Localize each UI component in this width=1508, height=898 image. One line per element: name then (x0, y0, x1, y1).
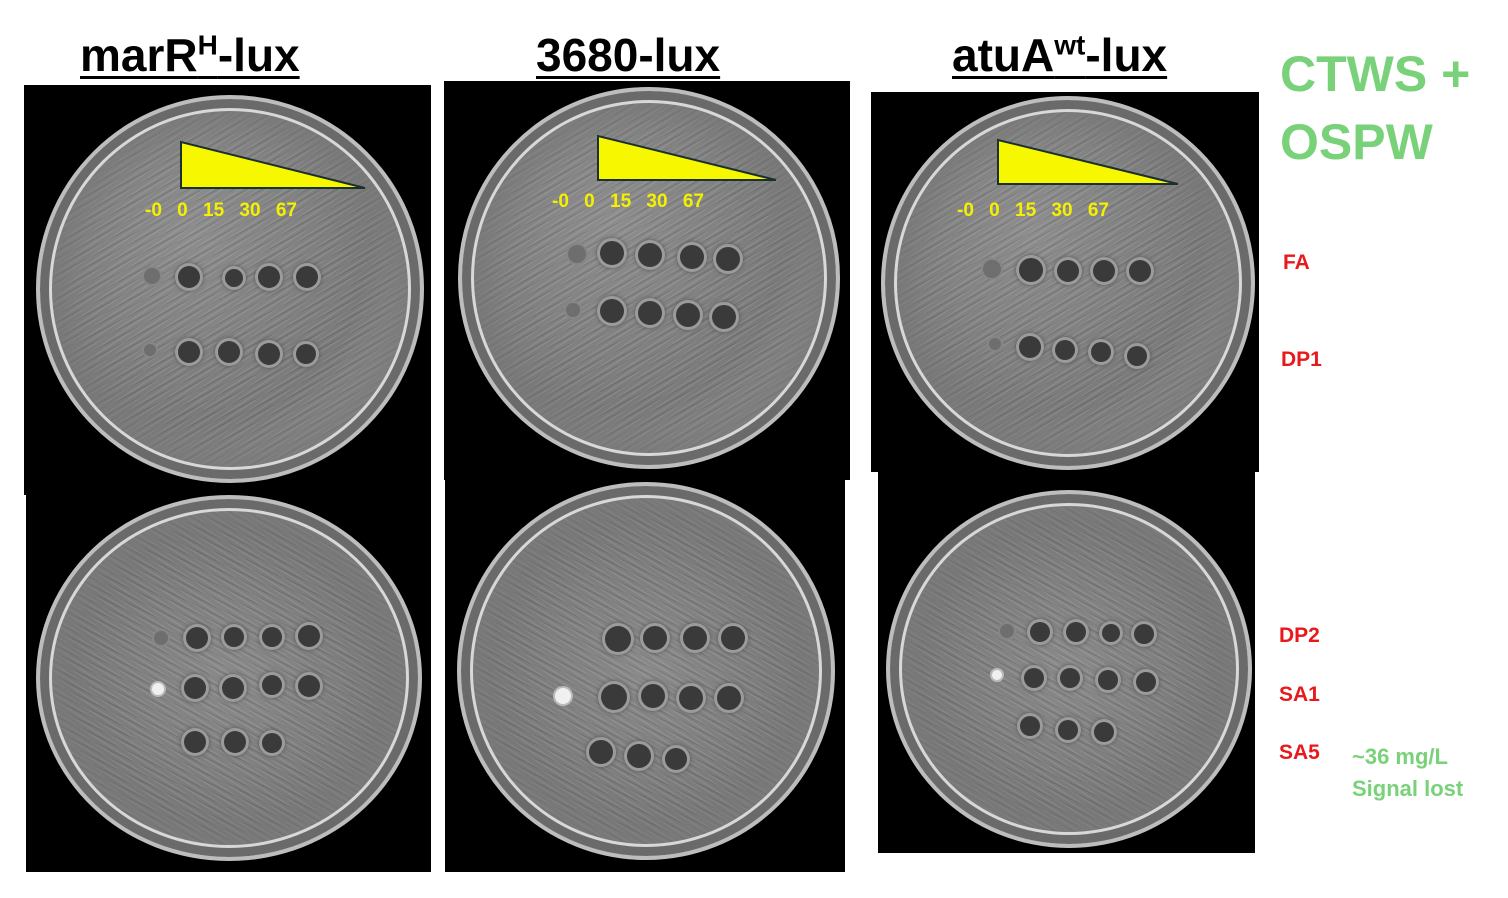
well-spot (258, 343, 280, 365)
well-spot (144, 344, 156, 356)
plate-photo-3680-bottom (445, 480, 845, 872)
well-spot (605, 626, 631, 652)
column-title-atua: atuAwt-lux (952, 29, 1168, 81)
well-spot (568, 245, 586, 263)
concentration-labels: -0 0 15 30 67 (957, 200, 1109, 221)
well-spot (1066, 622, 1086, 642)
row-label-sa1: SA1 (1279, 683, 1320, 706)
well-spot (296, 344, 316, 364)
well-spot (665, 748, 687, 770)
well-spot (154, 631, 168, 645)
well-spot (298, 625, 320, 647)
well-spot (258, 266, 280, 288)
plate-photo-marr-bottom (26, 495, 431, 872)
condition-line2: OSPW (1280, 114, 1433, 170)
well-spot (676, 303, 700, 327)
well-spot (262, 733, 282, 753)
well-spot (680, 245, 704, 269)
well-spot (566, 303, 580, 317)
well-spot (1127, 346, 1147, 366)
well-spot (1094, 722, 1114, 742)
well-spot (627, 744, 651, 768)
well-spot (186, 627, 208, 649)
well-spot (218, 341, 240, 363)
well-spot (1057, 260, 1079, 282)
well-spot (600, 241, 624, 265)
well-spot (989, 338, 1001, 350)
well-spot (716, 247, 740, 271)
note-line1: ~36 mg/L (1352, 744, 1448, 769)
well-spot (643, 626, 667, 650)
well-spot (1030, 622, 1050, 642)
petri-plate (886, 490, 1252, 848)
well-spot (641, 684, 665, 708)
well-spot (1020, 716, 1040, 736)
well-spot (178, 266, 200, 288)
well-spot (262, 675, 282, 695)
plate-photo-marr-top: -0 0 15 30 67 (24, 85, 431, 495)
well-spot (721, 626, 745, 650)
well-spot (638, 301, 662, 325)
well-spot (1093, 260, 1115, 282)
well-spot (298, 675, 320, 697)
note-line2: Signal lost (1352, 776, 1464, 801)
well-spot (144, 268, 160, 284)
row-label-dp2: DP2 (1279, 624, 1320, 647)
well-spot (589, 740, 613, 764)
column-title-marr: marRH-lux (80, 29, 300, 81)
well-spot (1058, 720, 1078, 740)
well-spot (600, 299, 624, 323)
well-spot (638, 243, 662, 267)
well-spot (679, 686, 703, 710)
well-spot (222, 677, 244, 699)
plate-photo-3680-top: -0 0 15 30 67 (444, 81, 850, 480)
well-spot (1091, 342, 1111, 362)
condition-line1: CTWS + (1280, 46, 1471, 102)
well-spot (992, 670, 1002, 680)
concentration-gradient-wedge (997, 138, 1179, 185)
well-spot (1134, 624, 1154, 644)
well-spot (1019, 336, 1041, 358)
well-spot (178, 341, 200, 363)
well-spot (601, 684, 627, 710)
well-spot (1060, 668, 1080, 688)
well-spot (1024, 668, 1044, 688)
well-spot (225, 269, 243, 287)
plate-photo-atua-bottom (878, 472, 1255, 853)
well-spot (184, 677, 206, 699)
well-spot (152, 683, 164, 695)
petri-plate (36, 495, 422, 861)
petri-plate (457, 482, 835, 860)
concentration-gradient-wedge (597, 134, 777, 181)
well-spot (1055, 340, 1075, 360)
row-label-sa5: SA5 (1279, 741, 1320, 764)
concentration-labels: -0 0 15 30 67 (145, 200, 297, 221)
petri-plate (458, 87, 840, 469)
well-spot (262, 627, 282, 647)
concentration-gradient-wedge (180, 140, 366, 189)
row-label-fa: FA (1283, 251, 1310, 274)
plate-photo-atua-top: -0 0 15 30 67 (871, 92, 1259, 472)
column-title-3680: 3680-lux (536, 29, 721, 81)
well-spot (1019, 258, 1043, 282)
concentration-labels: -0 0 15 30 67 (552, 191, 704, 212)
well-spot (1098, 670, 1118, 690)
well-spot (1102, 624, 1120, 642)
well-spot (983, 260, 1001, 278)
well-spot (555, 688, 571, 704)
well-spot (712, 305, 736, 329)
well-spot (717, 686, 741, 710)
well-spot (683, 626, 707, 650)
well-spot (1136, 672, 1156, 692)
well-spot (1129, 260, 1151, 282)
well-spot (296, 266, 318, 288)
well-spot (224, 627, 244, 647)
well-spot (1000, 624, 1014, 638)
row-label-dp1: DP1 (1281, 348, 1322, 371)
well-spot (184, 731, 206, 753)
well-spot (224, 731, 246, 753)
